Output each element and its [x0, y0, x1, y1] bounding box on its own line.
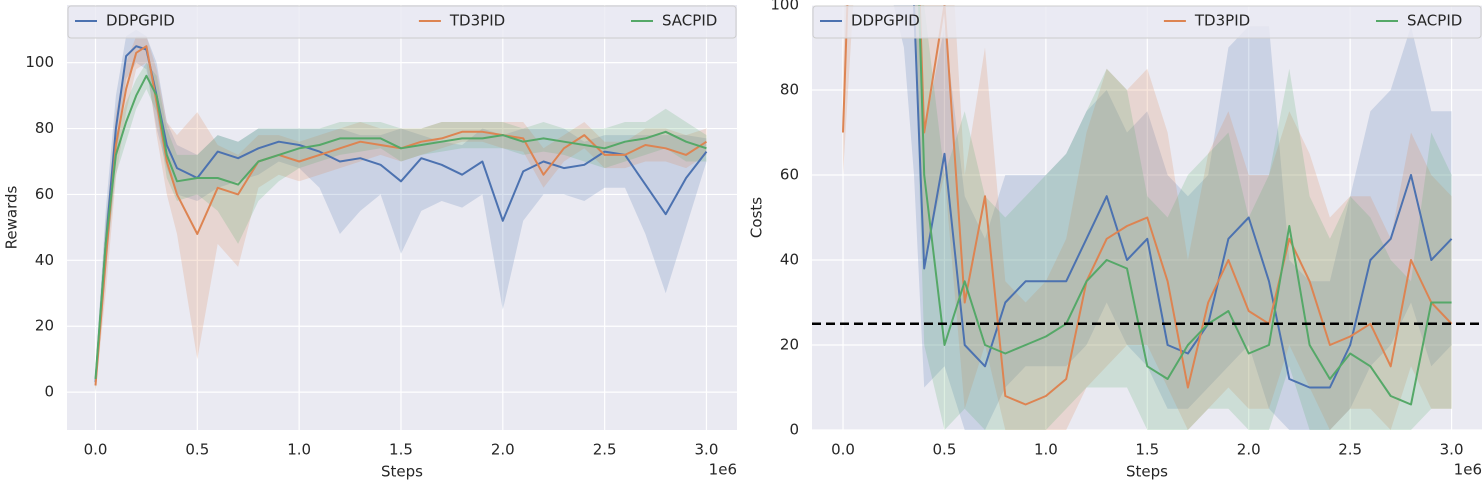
legend: DDPGPID TD3PID SACPID [67, 5, 737, 39]
subplot: 0 20 40 60 80 100 0.0 0.5 1.0 1.5 2.0 2.5 3.0 Steps 1e… [748, 0, 1482, 481]
y-axis-label: Costs [748, 197, 766, 238]
legend-label: DDPGPID [851, 12, 920, 30]
y-tick-label: 0 [789, 421, 799, 439]
y-tick-label: 100 [770, 0, 799, 14]
x-offset-label: 1e6 [709, 461, 737, 479]
legend-label: DDPGPID [106, 12, 175, 30]
confidence-band [95, 36, 707, 393]
y-tick-label: 100 [25, 53, 54, 71]
x-tick-label: 0.0 [831, 441, 855, 459]
legend-box [812, 5, 1482, 39]
line [94, 74, 707, 379]
legend-label: SACPID [662, 12, 717, 30]
y-tick-label: 40 [35, 251, 54, 269]
y-tick-label: 80 [780, 81, 799, 99]
x-offset-label: 1e6 [1454, 461, 1482, 479]
confidence-band [95, 29, 707, 393]
x-tick-label: 1.0 [287, 441, 311, 459]
y-tick-label: 0 [44, 383, 54, 401]
x-tick-label: 3.0 [1440, 441, 1464, 459]
y-tick-label: 80 [35, 119, 54, 137]
y-tick-label: 20 [35, 317, 54, 335]
confidence-band [95, 62, 707, 393]
legend-label: SACPID [1407, 12, 1462, 30]
x-tick-label: 1.5 [1135, 441, 1159, 459]
line [918, 5, 1452, 406]
x-tick-label: 1.5 [389, 441, 413, 459]
legend: DDPGPID TD3PID SACPID [812, 5, 1482, 39]
legend-label: TD3PID [1194, 12, 1250, 30]
x-axis-label: Steps [1126, 463, 1168, 481]
x-tick-label: 3.0 [695, 441, 719, 459]
legend-label: TD3PID [449, 12, 505, 30]
line [94, 45, 708, 386]
y-tick-label: 60 [780, 166, 799, 184]
x-axis-label: Steps [381, 463, 423, 481]
subplot: 0 20 40 60 80 100 0.0 0.5 1.0 1.5 2.0 2.5 3.0 Steps 1e… [3, 5, 737, 481]
x-tick-label: 1.0 [1034, 441, 1058, 459]
x-tick-label: 2.0 [491, 441, 515, 459]
plot-area [67, 5, 737, 430]
x-tick-label: 0.5 [185, 441, 209, 459]
legend-box [67, 5, 737, 39]
x-tick-label: 0.0 [84, 441, 108, 459]
x-tick-label: 2.0 [1237, 441, 1261, 459]
y-tick-label: 40 [780, 251, 799, 269]
y-tick-label: 20 [780, 336, 799, 354]
y-tick-label: 60 [35, 185, 54, 203]
plot-content [812, 5, 1482, 430]
x-tick-label: 0.5 [933, 441, 957, 459]
x-tick-label: 2.5 [1338, 441, 1362, 459]
y-axis-label: Rewards [3, 185, 21, 249]
x-tick-label: 2.5 [593, 441, 617, 459]
plot-content [94, 29, 708, 393]
line [842, 5, 1453, 406]
line [912, 5, 1453, 389]
